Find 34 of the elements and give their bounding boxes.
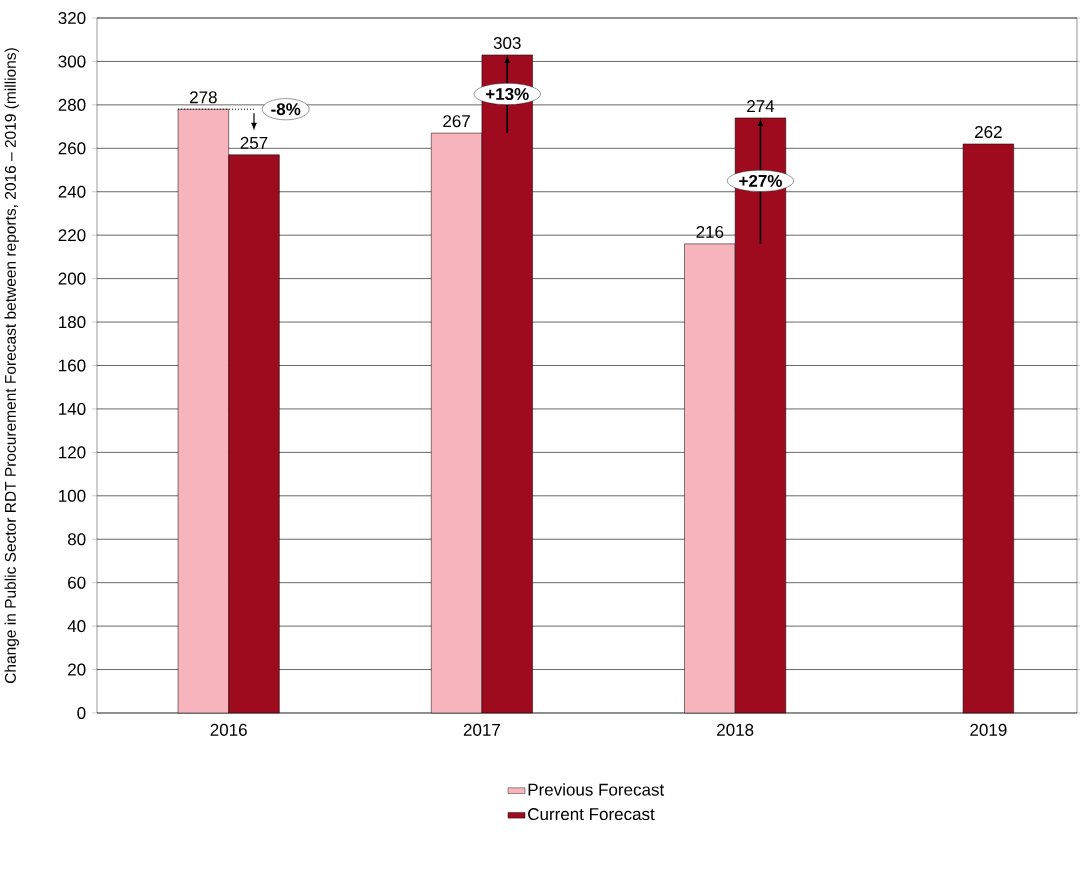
x-tick-label: 2018 [717,723,754,736]
annotation: -8% [271,103,301,116]
y-tick-label: 200 [58,272,86,285]
y-tick-label: 0 [77,706,86,720]
x-tick-label: 2019 [970,723,1007,736]
y-tick-label: 20 [68,663,86,676]
x-tick-label: 2017 [463,723,500,736]
y-tick-label: 80 [67,533,86,546]
y-tick-label: 100 [59,489,86,502]
data-label: 274 [747,100,775,112]
y-tick-label: 120 [59,446,86,459]
legend-label: Previous Forecast [528,783,665,796]
y-tick-label: 240 [58,185,86,198]
y-tick-label: 260 [58,142,86,155]
data-label: 278 [190,91,217,104]
y-axis-title: Change in Public Sector RDT Procurement Forecast between reports, 2016 – 2019 (millions) [4,48,19,684]
annotation: +27% [739,174,782,187]
y-tick-label: 320 [58,11,86,25]
data-label: 267 [443,115,470,128]
y-tick-label: 160 [59,359,86,372]
y-tick-label: 60 [68,576,86,589]
x-tick-label: 2016 [210,723,247,736]
data-label: 257 [240,136,268,149]
y-tick-label: 140 [59,402,86,415]
legend-label: Current Forecast [528,808,655,821]
data-label: 216 [696,225,724,238]
annotation: +13% [485,87,529,101]
y-tick-label: 300 [58,55,86,68]
y-tick-label: 280 [58,98,86,111]
data-label: 262 [975,126,1002,139]
data-label: 303 [493,36,521,50]
y-tick-label: 40 [67,620,86,633]
y-tick-label: 220 [58,229,86,242]
y-tick-label: 180 [59,316,86,329]
